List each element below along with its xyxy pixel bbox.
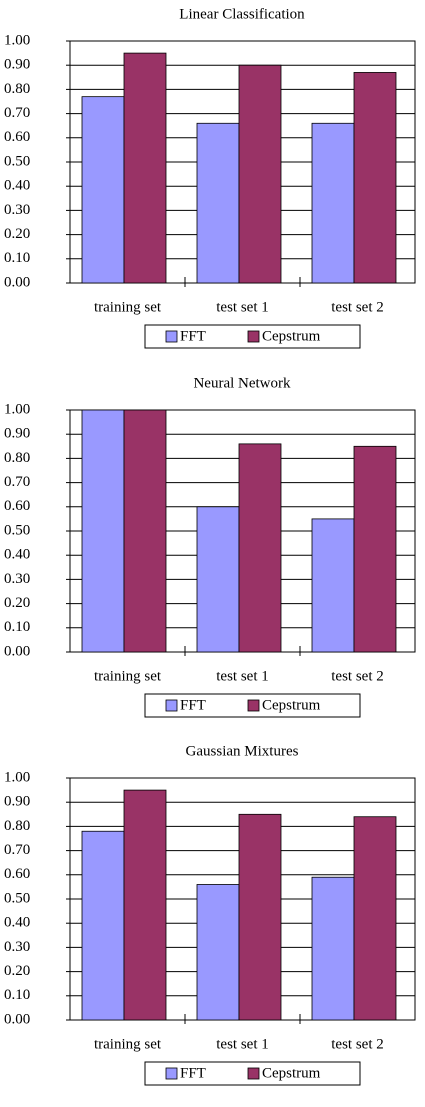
y-tick-label: 0.10: [4, 619, 30, 635]
x-tick-label: test set 2: [331, 299, 384, 315]
y-tick-label: 0.50: [4, 153, 30, 169]
legend-label: Cepstrum: [262, 697, 321, 713]
bar: [81, 830, 125, 1021]
bar: [81, 96, 125, 284]
y-tick-label: 0.30: [4, 202, 30, 218]
y-tick-label: 0.60: [4, 129, 30, 145]
bar: [196, 122, 240, 284]
y-tick-label: 0.50: [4, 890, 30, 906]
y-tick-label: 0.90: [4, 57, 30, 73]
bar: [238, 813, 282, 1021]
x-tick-label: training set: [94, 299, 162, 315]
legend-label: FFT: [180, 697, 206, 713]
bar: [353, 445, 397, 653]
y-tick-label: 0.10: [4, 250, 30, 266]
bar: [196, 884, 240, 1021]
x-tick-label: training set: [94, 668, 162, 684]
y-tick-label: 0.70: [4, 842, 30, 858]
x-tick-label: test set 1: [216, 1036, 269, 1052]
y-tick-label: 0.60: [4, 866, 30, 882]
bar: [123, 789, 167, 1021]
legend-label: Cepstrum: [262, 1065, 321, 1081]
bar: [238, 64, 282, 284]
y-tick-label: 1.00: [4, 769, 30, 785]
x-tick-label: test set 1: [216, 299, 269, 315]
y-tick-label: 0.40: [4, 178, 30, 194]
chart-title: Neural Network: [193, 375, 291, 391]
y-tick-label: 0.30: [4, 571, 30, 587]
chart-title: Gaussian Mixtures: [186, 743, 299, 759]
bar: [353, 816, 397, 1021]
chart-title: Linear Classification: [179, 6, 305, 22]
legend-label: FFT: [180, 328, 206, 344]
legend-swatch: [247, 330, 260, 343]
y-tick-label: 1.00: [4, 32, 30, 48]
bar: [311, 122, 355, 284]
y-tick-label: 0.80: [4, 81, 30, 97]
y-tick-label: 0.00: [4, 1011, 30, 1027]
bar: [123, 52, 167, 284]
y-tick-label: 0.70: [4, 474, 30, 490]
y-tick-label: 0.90: [4, 794, 30, 810]
bar: [81, 409, 125, 653]
y-tick-label: 0.00: [4, 274, 30, 290]
y-tick-label: 0.40: [4, 547, 30, 563]
y-tick-label: 0.20: [4, 226, 30, 242]
y-tick-label: 0.70: [4, 105, 30, 121]
bar: [238, 443, 282, 653]
legend-swatch: [247, 699, 260, 712]
y-tick-label: 1.00: [4, 401, 30, 417]
legend-label: Cepstrum: [262, 328, 321, 344]
y-tick-label: 0.40: [4, 915, 30, 931]
y-tick-label: 0.20: [4, 595, 30, 611]
y-tick-label: 0.80: [4, 818, 30, 834]
bar: [311, 876, 355, 1021]
y-tick-label: 0.00: [4, 643, 30, 659]
y-tick-label: 0.30: [4, 939, 30, 955]
y-tick-label: 0.50: [4, 522, 30, 538]
bar: [123, 409, 167, 653]
x-tick-label: test set 2: [331, 1036, 384, 1052]
bar: [311, 518, 355, 653]
y-tick-label: 0.60: [4, 498, 30, 514]
x-tick-label: test set 2: [331, 668, 384, 684]
legend-label: FFT: [180, 1065, 206, 1081]
legend-swatch: [165, 1067, 178, 1080]
x-tick-label: test set 1: [216, 668, 269, 684]
legend-swatch: [165, 699, 178, 712]
y-tick-label: 0.90: [4, 426, 30, 442]
y-tick-label: 0.10: [4, 987, 30, 1003]
legend-swatch: [247, 1067, 260, 1080]
y-tick-label: 0.80: [4, 450, 30, 466]
bar: [196, 506, 240, 653]
y-tick-label: 0.20: [4, 963, 30, 979]
bar: [353, 72, 397, 284]
legend-swatch: [165, 330, 178, 343]
x-tick-label: training set: [94, 1036, 162, 1052]
